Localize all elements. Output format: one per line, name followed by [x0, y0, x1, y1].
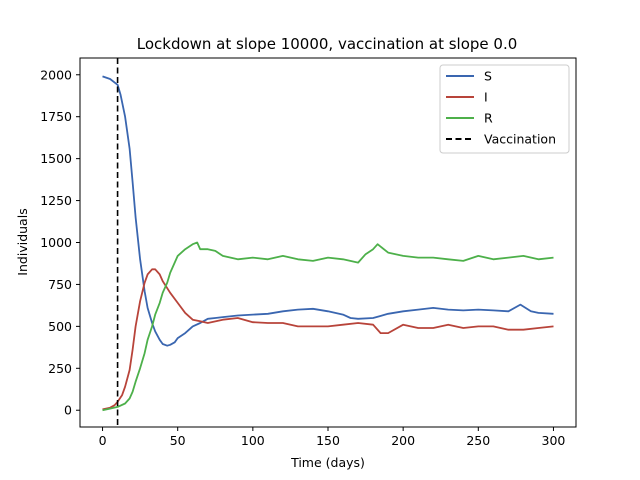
y-tick-label: 1750 — [40, 109, 72, 124]
legend-label-r: R — [484, 111, 493, 126]
y-tick-label: 1250 — [40, 193, 72, 208]
y-tick-label: 250 — [48, 361, 72, 376]
series-line-r — [102, 241, 554, 412]
y-tick-label: 750 — [48, 277, 72, 292]
series-line-s — [102, 75, 554, 347]
x-tick-label: 100 — [241, 433, 265, 448]
legend-box — [439, 64, 570, 154]
x-tick-label: 0 — [99, 433, 107, 448]
legend: S I R Vaccination — [439, 64, 570, 154]
x-tick-label: 200 — [391, 433, 415, 448]
y-tick-label: 2000 — [40, 67, 72, 82]
x-tick-label: 300 — [542, 433, 566, 448]
y-tick-label: 500 — [48, 319, 72, 334]
x-tick-label: 150 — [316, 433, 340, 448]
y-axis-ticks: 0 250 500 750 1000 1250 1500 1750 2000 — [40, 67, 80, 418]
x-tick-label: 50 — [170, 433, 186, 448]
legend-label-s: S — [484, 69, 492, 84]
x-axis-title: Time (days) — [290, 455, 365, 470]
x-tick-label: 250 — [466, 433, 490, 448]
legend-label-vaccination: Vaccination — [484, 132, 556, 147]
legend-label-i: I — [484, 90, 488, 105]
x-axis-ticks: 0 50 100 150 200 250 300 — [99, 427, 566, 448]
y-tick-label: 1500 — [40, 151, 72, 166]
chart-title: Lockdown at slope 10000, vaccination at … — [137, 35, 518, 53]
plot-lines — [102, 58, 554, 427]
y-tick-label: 0 — [64, 403, 72, 418]
y-tick-label: 1000 — [40, 235, 72, 250]
y-axis-title: Individuals — [15, 208, 30, 275]
series-line-i — [102, 268, 554, 411]
